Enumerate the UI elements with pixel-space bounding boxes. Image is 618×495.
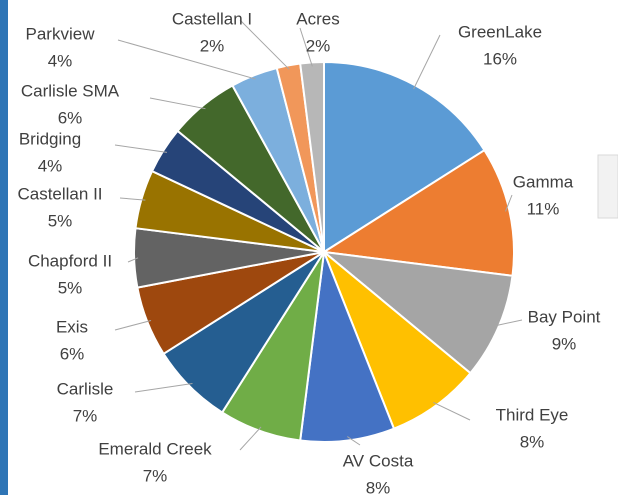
category-label: Castellan II	[17, 184, 102, 203]
category-label: Bay Point	[528, 307, 601, 326]
value-label: 8%	[366, 478, 391, 495]
category-label: Gamma	[513, 172, 574, 191]
pie-slice	[299, 251, 396, 443]
pie-slice	[321, 148, 515, 277]
value-label: 7%	[73, 406, 98, 425]
value-label: 2%	[306, 36, 331, 55]
leader-line	[239, 19, 290, 70]
leader-line	[119, 197, 146, 201]
category-label: Third Eye	[496, 405, 569, 424]
category-label: Emerald Creek	[98, 439, 212, 458]
category-label: Bridging	[19, 129, 81, 148]
leader-line	[494, 319, 523, 327]
leader-line	[114, 144, 168, 153]
leader-line	[433, 402, 471, 421]
value-label: 6%	[60, 344, 85, 363]
category-label: AV Costa	[343, 451, 414, 470]
category-label: GreenLake	[458, 22, 542, 41]
value-label: 6%	[58, 108, 83, 127]
value-label: 16%	[483, 49, 517, 68]
value-label: 4%	[38, 156, 63, 175]
value-label: 2%	[200, 36, 225, 55]
pie-slice	[320, 250, 514, 375]
leader-line	[347, 436, 361, 446]
left-border	[0, 0, 8, 495]
leader-line	[134, 383, 193, 393]
leader-line	[239, 426, 262, 451]
leader-line	[505, 194, 513, 212]
value-label: 8%	[520, 432, 545, 451]
value-label: 5%	[48, 211, 73, 230]
category-label: Carlisle	[57, 379, 114, 398]
leader-line	[299, 27, 313, 67]
leader-line	[117, 39, 256, 80]
leader-line	[127, 257, 139, 263]
pie-slice	[299, 60, 325, 253]
category-label: Acres	[296, 9, 339, 28]
value-label: 4%	[48, 51, 73, 70]
legend-box	[597, 154, 618, 219]
leader-line	[114, 319, 152, 331]
leader-line	[149, 97, 206, 110]
category-label: Exis	[56, 317, 88, 336]
pie-slice	[323, 251, 472, 430]
value-label: 9%	[552, 334, 577, 353]
value-label: 7%	[143, 466, 168, 485]
category-label: Carlisle SMA	[21, 81, 120, 100]
value-label: 11%	[527, 199, 560, 218]
category-label: Castellan I	[172, 9, 252, 28]
value-label: 5%	[58, 278, 83, 297]
leader-line	[413, 34, 441, 90]
category-label: Parkview	[26, 24, 96, 43]
category-label: Chapford II	[28, 251, 112, 270]
